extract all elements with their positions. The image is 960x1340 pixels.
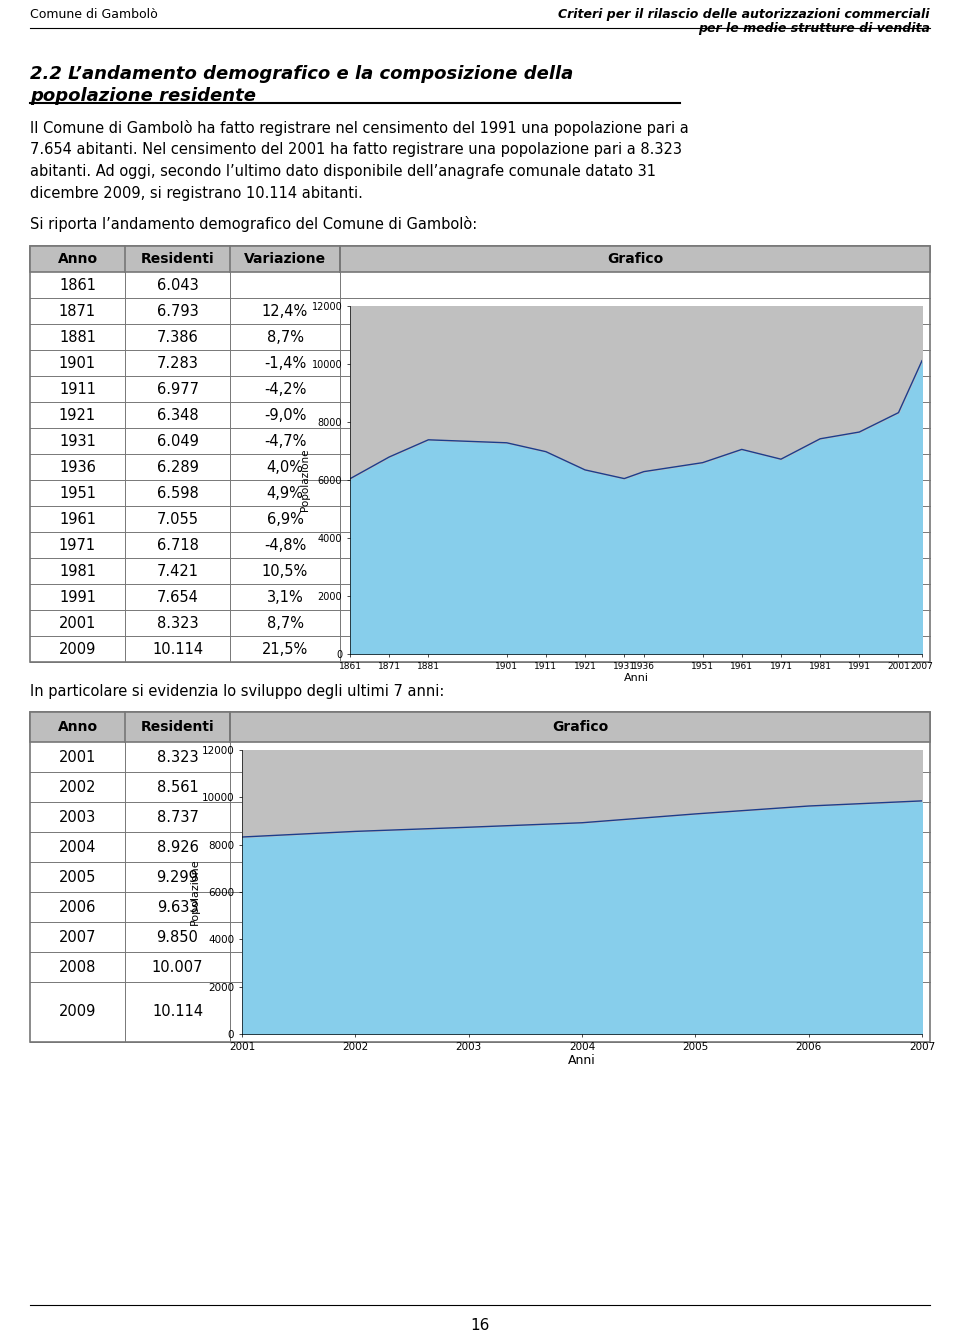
Text: Variazione: Variazione — [244, 252, 326, 267]
Text: Residenti: Residenti — [141, 252, 214, 267]
Bar — [30, 712, 930, 1043]
Text: 2001: 2001 — [59, 749, 96, 765]
Text: 8.323: 8.323 — [156, 615, 199, 631]
Text: 7.421: 7.421 — [156, 564, 199, 579]
Text: Si riporta l’andamento demografico del Comune di Gambolò:: Si riporta l’andamento demografico del C… — [30, 216, 477, 232]
Text: In particolare si evidenzia lo sviluppo degli ultimi 7 anni:: In particolare si evidenzia lo sviluppo … — [30, 683, 444, 699]
Text: per le medie strutture di vendita: per le medie strutture di vendita — [698, 21, 930, 35]
Text: 2009: 2009 — [59, 642, 96, 657]
Text: 1936: 1936 — [60, 460, 96, 474]
Text: 7.654: 7.654 — [156, 590, 199, 604]
Text: 16: 16 — [470, 1319, 490, 1333]
Bar — [30, 712, 230, 742]
Text: Anno: Anno — [58, 252, 98, 267]
Bar — [230, 712, 930, 742]
Text: 8.926: 8.926 — [156, 839, 199, 855]
Text: 8,7%: 8,7% — [267, 615, 303, 631]
Text: dicembre 2009, si registrano 10.114 abitanti.: dicembre 2009, si registrano 10.114 abit… — [30, 186, 363, 201]
Text: 7.283: 7.283 — [156, 355, 199, 370]
Text: 9.299: 9.299 — [156, 870, 199, 884]
Text: 3,1%: 3,1% — [267, 590, 303, 604]
Y-axis label: Popolazione: Popolazione — [300, 449, 310, 512]
Text: 10.007: 10.007 — [152, 959, 204, 974]
Text: -9,0%: -9,0% — [264, 407, 306, 422]
Text: abitanti. Ad oggi, secondo l’ultimo dato disponibile dell’anagrafe comunale data: abitanti. Ad oggi, secondo l’ultimo dato… — [30, 163, 656, 180]
Text: 6.977: 6.977 — [156, 382, 199, 397]
Text: 21,5%: 21,5% — [262, 642, 308, 657]
Bar — [30, 247, 930, 662]
Text: 4,9%: 4,9% — [267, 485, 303, 501]
Text: 10,5%: 10,5% — [262, 564, 308, 579]
Text: Residenti: Residenti — [141, 720, 214, 734]
Text: 1861: 1861 — [59, 277, 96, 292]
Text: Grafico: Grafico — [552, 720, 608, 734]
Text: 8,7%: 8,7% — [267, 330, 303, 344]
Text: 10.114: 10.114 — [152, 642, 204, 657]
Text: 2001: 2001 — [59, 615, 96, 631]
Text: 1911: 1911 — [59, 382, 96, 397]
Text: 6.793: 6.793 — [156, 303, 199, 319]
Text: 1931: 1931 — [60, 434, 96, 449]
Text: 1921: 1921 — [59, 407, 96, 422]
Text: 6.289: 6.289 — [156, 460, 199, 474]
Text: 1991: 1991 — [59, 590, 96, 604]
Text: -1,4%: -1,4% — [264, 355, 306, 370]
Text: 2008: 2008 — [59, 959, 96, 974]
Bar — [340, 247, 930, 272]
Text: 4,0%: 4,0% — [267, 460, 303, 474]
Text: 1981: 1981 — [59, 564, 96, 579]
Text: Criteri per il rilascio delle autorizzazioni commerciali: Criteri per il rilascio delle autorizzaz… — [559, 8, 930, 21]
Text: 6.049: 6.049 — [156, 434, 199, 449]
Text: 6.348: 6.348 — [156, 407, 199, 422]
Text: 1871: 1871 — [59, 303, 96, 319]
Text: 6.718: 6.718 — [156, 537, 199, 552]
X-axis label: Anni: Anni — [623, 674, 649, 683]
Text: 1961: 1961 — [59, 512, 96, 527]
Text: 6,9%: 6,9% — [267, 512, 303, 527]
Text: -4,7%: -4,7% — [264, 434, 306, 449]
Text: Grafico: Grafico — [607, 252, 663, 267]
Text: 7.654 abitanti. Nel censimento del 2001 ha fatto registrare una popolazione pari: 7.654 abitanti. Nel censimento del 2001 … — [30, 142, 682, 157]
Text: 8.323: 8.323 — [156, 749, 199, 765]
Text: 7.055: 7.055 — [156, 512, 199, 527]
Text: 9.850: 9.850 — [156, 930, 199, 945]
Text: Anno: Anno — [58, 720, 98, 734]
Text: 2004: 2004 — [59, 839, 96, 855]
Text: popolazione residente: popolazione residente — [30, 87, 256, 105]
Text: 1901: 1901 — [59, 355, 96, 370]
Text: 6.043: 6.043 — [156, 277, 199, 292]
Text: 1881: 1881 — [59, 330, 96, 344]
Text: 10.114: 10.114 — [152, 1005, 204, 1020]
Text: 2006: 2006 — [59, 899, 96, 914]
Text: 2009: 2009 — [59, 1005, 96, 1020]
Text: 2007: 2007 — [59, 930, 96, 945]
Text: 6.598: 6.598 — [156, 485, 199, 501]
Text: 9.633: 9.633 — [156, 899, 199, 914]
Text: 2005: 2005 — [59, 870, 96, 884]
Text: 12,4%: 12,4% — [262, 303, 308, 319]
Text: 1951: 1951 — [59, 485, 96, 501]
Text: Il Comune di Gambolò ha fatto registrare nel censimento del 1991 una popolazione: Il Comune di Gambolò ha fatto registrare… — [30, 121, 688, 135]
Text: 8.561: 8.561 — [156, 780, 199, 795]
Text: 1971: 1971 — [59, 537, 96, 552]
Y-axis label: Popolazione: Popolazione — [190, 859, 201, 926]
X-axis label: Anni: Anni — [568, 1055, 596, 1068]
Text: Comune di Gambolò: Comune di Gambolò — [30, 8, 157, 21]
Text: 8.737: 8.737 — [156, 809, 199, 824]
Text: 7.386: 7.386 — [156, 330, 199, 344]
Text: -4,2%: -4,2% — [264, 382, 306, 397]
Text: 2.2 L’andamento demografico e la composizione della: 2.2 L’andamento demografico e la composi… — [30, 66, 573, 83]
Text: 2003: 2003 — [59, 809, 96, 824]
Text: 2002: 2002 — [59, 780, 96, 795]
Bar — [30, 247, 340, 272]
Text: -4,8%: -4,8% — [264, 537, 306, 552]
